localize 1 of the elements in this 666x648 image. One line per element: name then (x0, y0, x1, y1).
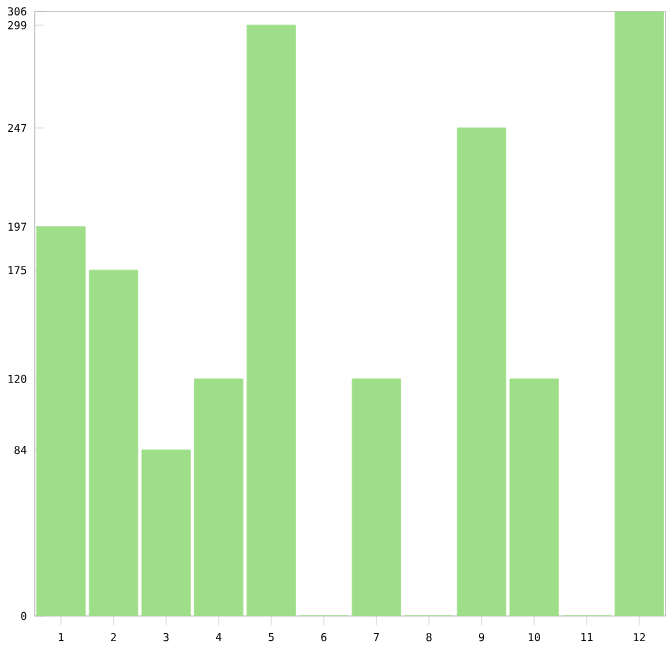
bar (351, 378, 402, 616)
